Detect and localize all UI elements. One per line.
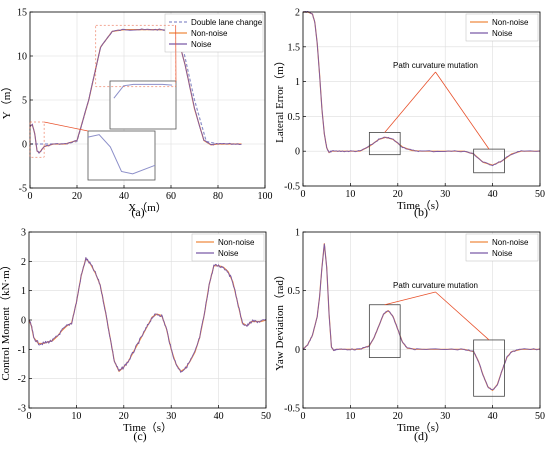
legend-box	[465, 13, 539, 42]
zoom-source-box	[95, 24, 176, 88]
y-axis-label: Y（m）	[0, 81, 13, 120]
annotation-text: Path curvature mutation	[393, 281, 478, 290]
x-tick-label: 40	[119, 191, 129, 202]
x-axis-label: X（m）	[128, 201, 167, 214]
y-tick-label: 10	[17, 52, 27, 63]
x-tick-label: 10	[345, 189, 355, 200]
y-tick-label: 0.5	[288, 286, 301, 297]
y-tick-label: 1	[295, 77, 300, 88]
annotation-box	[368, 132, 401, 156]
chart-panel-c: 0 10 20 30 40 50 -3 -2 -1 0 1 2 3 Time（s） Control Mome…	[0, 228, 271, 444]
x-axis-label: Time（s）	[397, 421, 446, 434]
x-tick-label: 40	[214, 411, 224, 422]
annotation-arrow	[435, 71, 490, 150]
x-tick-label: 30	[166, 411, 176, 422]
x-axis-label: Time（s）	[123, 421, 172, 434]
zoom-inset-box	[87, 130, 156, 181]
zoom-connector	[44, 121, 89, 132]
legend-label: Noise	[191, 40, 212, 49]
panel-caption: (b)	[414, 205, 428, 219]
x-tick-label: 0	[28, 191, 33, 202]
legend-box	[164, 13, 264, 53]
y-tick-label: -3	[18, 404, 26, 415]
x-tick-label: 20	[119, 411, 129, 422]
x-tick-label: 20	[72, 191, 82, 202]
legend-label: Noise	[492, 249, 513, 258]
legend-box	[191, 233, 265, 262]
x-tick-label: 10	[71, 411, 81, 422]
y-tick-label: 0	[22, 140, 27, 151]
panel-caption: (c)	[133, 429, 146, 443]
annotation-box	[473, 148, 505, 174]
y-axis-label: Yaw Deviation（rad）	[273, 269, 286, 371]
y-tick-label: 15	[17, 8, 27, 19]
legend-box	[465, 233, 539, 262]
y-tick-label: 2	[21, 257, 26, 268]
x-tick-label: 30	[440, 189, 450, 200]
annotation-text: Path curvature mutation	[393, 61, 478, 70]
x-tick-label: 80	[213, 191, 223, 202]
x-tick-label: 40	[488, 189, 498, 200]
y-tick-label: -1	[18, 345, 26, 356]
x-tick-label: 0	[301, 411, 306, 422]
zoom-source-box	[29, 121, 45, 158]
x-tick-label: 50	[535, 411, 545, 422]
legend-label: Double lane change	[191, 18, 263, 27]
x-tick-label: 30	[440, 411, 450, 422]
legend-label: Non-noise	[218, 238, 255, 247]
x-tick-label: 60	[166, 191, 176, 202]
y-tick-label: 2	[295, 8, 300, 19]
y-tick-label: -5	[19, 184, 27, 195]
legend-label: Non-noise	[492, 18, 529, 27]
y-tick-label: 0	[295, 345, 300, 356]
series-line-noise	[29, 28, 242, 154]
series-line-noise	[302, 243, 541, 391]
y-tick-label: -0.5	[284, 182, 300, 193]
y-tick-label: 1.5	[288, 42, 301, 53]
x-tick-label: 100	[258, 191, 273, 202]
series-line-noise	[28, 256, 267, 373]
x-tick-label: 50	[535, 189, 545, 200]
legend-label: Non-noise	[191, 29, 228, 38]
y-tick-label: -0.5	[284, 404, 300, 415]
x-tick-label: 10	[345, 411, 355, 422]
zoom-inset-box	[109, 80, 177, 130]
x-tick-label: 50	[261, 411, 271, 422]
y-tick-label: 5	[22, 96, 27, 107]
x-tick-label: 40	[488, 411, 498, 422]
y-tick-label: 0	[295, 147, 300, 158]
y-tick-label: -2	[18, 374, 26, 385]
x-tick-label: 0	[27, 411, 32, 422]
y-axis-label: Control Moment（kN·m）	[0, 259, 12, 380]
panel-caption: (d)	[414, 429, 428, 443]
annotation-arrow	[435, 291, 490, 341]
annotation-box	[368, 304, 401, 358]
plot-frame	[302, 231, 541, 409]
y-tick-label: 3	[21, 228, 26, 239]
x-tick-label: 0	[301, 189, 306, 200]
y-tick-label: 0	[21, 316, 26, 327]
panel-caption: (a)	[131, 205, 144, 219]
x-tick-label: 20	[393, 189, 403, 200]
y-tick-label: 1	[295, 228, 300, 239]
plot-frame	[302, 11, 541, 187]
zoom-inset-curve	[113, 83, 173, 99]
x-tick-label: 20	[393, 411, 403, 422]
y-tick-label: 0.5	[288, 112, 301, 123]
series-line-noise	[302, 10, 541, 167]
y-axis-label: Lateral Error（m）	[273, 55, 286, 143]
zoom-inset-curve	[87, 134, 156, 175]
x-axis-label: Time（s）	[397, 199, 446, 212]
legend-label: Non-noise	[492, 238, 529, 247]
legend-label: Noise	[218, 249, 239, 258]
annotation-arrow	[384, 291, 436, 306]
annotation-arrow	[384, 71, 436, 133]
legend-label: Noise	[492, 29, 513, 38]
y-tick-label: 1	[21, 286, 26, 297]
